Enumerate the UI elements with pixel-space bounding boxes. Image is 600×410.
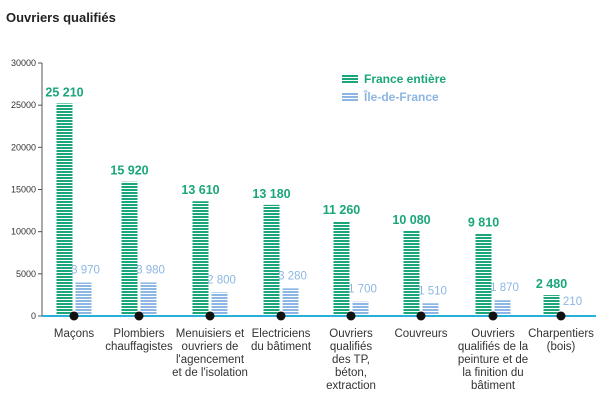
bar-ile-de-france <box>75 282 92 316</box>
x-tick-label: bâtiment <box>471 380 516 392</box>
data-label-ile-de-france: 1 510 <box>418 285 447 297</box>
data-label-ile-de-france: 2 800 <box>207 274 236 286</box>
y-tick-label: 0 <box>31 311 36 321</box>
data-label-france-entiere: 9 810 <box>468 215 499 229</box>
x-tick-label: chauffagistes <box>105 341 173 353</box>
x-tick-label: ouvriers de <box>182 341 239 353</box>
x-tick-label: Couvreurs <box>394 328 447 340</box>
bar-ile-de-france <box>422 303 439 316</box>
category-dot <box>205 311 215 321</box>
legend: France entière Île-de-France <box>342 72 446 104</box>
y-tick-label: 15000 <box>11 185 36 195</box>
bar-france-entiere <box>56 103 73 317</box>
category-dot <box>346 311 356 321</box>
y-tick-label: 10000 <box>11 227 36 237</box>
y-tick-label: 5000 <box>16 269 36 279</box>
x-tick-label: Electriciens <box>252 328 311 340</box>
x-tick-label: Maçons <box>54 328 95 340</box>
x-tick-label: et de l'isolation <box>172 367 248 379</box>
x-tick-label: béton, <box>335 367 367 379</box>
bar-france-entiere <box>475 233 492 316</box>
data-label-france-entiere: 25 210 <box>45 85 83 99</box>
y-axis: 0 5000 10000 15000 20000 25000 30000 <box>11 58 43 321</box>
bar-ile-de-france <box>352 301 369 316</box>
x-tick-label: Plombiers <box>113 328 164 340</box>
x-tick-label: qualifiés <box>330 341 372 353</box>
category-dot <box>134 311 144 321</box>
data-label-france-entiere: 10 080 <box>392 213 430 227</box>
bar-france-entiere <box>192 201 209 316</box>
data-label-france-entiere: 2 480 <box>536 277 567 291</box>
legend-item: France entière <box>342 72 446 86</box>
x-tick-label: l'agencement <box>176 354 245 366</box>
category-dot <box>556 311 566 321</box>
bar-france-entiere <box>121 181 138 316</box>
bar-ile-de-france <box>282 288 299 316</box>
data-label-france-entiere: 11 260 <box>323 203 361 217</box>
y-tick-label: 30000 <box>11 58 36 68</box>
bar-ile-de-france <box>211 292 228 316</box>
bar-france-entiere <box>263 204 280 316</box>
x-tick-label: Menuisiers et <box>176 328 245 340</box>
y-tick-label: 25000 <box>11 100 36 110</box>
x-tick-label: Ouvriers <box>329 328 373 340</box>
bar-france-entiere <box>403 230 420 316</box>
data-label-ile-de-france: 3 280 <box>278 270 307 282</box>
legend-label: Île-de-France <box>363 89 439 104</box>
chart-title: Ouvriers qualifiés <box>6 10 116 25</box>
data-labels: 25 210 3 970 15 920 3 980 13 610 2 800 13 180 3… <box>45 85 582 308</box>
category-dot <box>69 311 79 321</box>
x-tick-label: du bâtiment <box>251 341 312 353</box>
x-tick-label: la finition du <box>462 367 523 379</box>
x-tick-label: extraction <box>326 380 376 392</box>
legend-label: France entière <box>364 72 446 86</box>
data-label-ile-de-france: 210 <box>563 296 582 308</box>
bar-france-entiere <box>543 295 560 316</box>
data-label-ile-de-france: 3 970 <box>71 265 100 277</box>
legend-item: Île-de-France <box>342 89 439 104</box>
legend-swatch <box>342 92 358 102</box>
x-tick-label: peinture et de <box>458 354 528 366</box>
bar-ile-de-france <box>494 300 511 316</box>
bars <box>56 103 579 317</box>
data-label-france-entiere: 13 180 <box>252 187 290 201</box>
x-tick-label: Charpentiers <box>528 328 594 340</box>
legend-swatch <box>342 74 358 84</box>
bar-france-entiere <box>333 221 350 316</box>
category-dot <box>416 311 426 321</box>
category-dot <box>276 311 286 321</box>
x-tick-label: qualifiés de la <box>458 341 529 353</box>
category-dot <box>488 311 498 321</box>
data-label-ile-de-france: 1 700 <box>348 284 377 296</box>
data-label-ile-de-france: 1 870 <box>490 282 519 294</box>
x-tick-label: Ouvriers <box>471 328 515 340</box>
x-tick-label: des TP, <box>332 354 370 366</box>
bar-ile-de-france <box>140 282 157 316</box>
data-label-ile-de-france: 3 980 <box>136 264 165 276</box>
x-tick-label: (bois) <box>547 341 576 353</box>
data-label-france-entiere: 15 920 <box>110 164 148 178</box>
y-tick-label: 20000 <box>11 142 36 152</box>
data-label-france-entiere: 13 610 <box>181 183 219 197</box>
